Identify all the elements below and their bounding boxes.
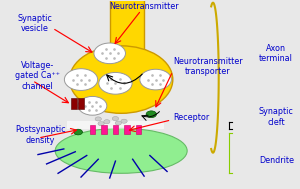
Circle shape — [115, 121, 122, 125]
Circle shape — [121, 119, 127, 123]
Text: Axon
terminal: Axon terminal — [259, 44, 293, 63]
Text: Neurotransmitter: Neurotransmitter — [109, 2, 179, 11]
Bar — [78, 98, 85, 109]
Bar — [136, 125, 141, 134]
Bar — [67, 121, 164, 129]
Bar — [110, 0, 144, 53]
Bar — [124, 125, 130, 134]
Circle shape — [95, 117, 101, 121]
Circle shape — [98, 122, 104, 126]
Bar — [90, 125, 95, 134]
Text: Synaptic
vesicle: Synaptic vesicle — [18, 14, 52, 33]
Circle shape — [94, 43, 125, 64]
Bar — [101, 125, 107, 134]
Bar — [112, 125, 118, 134]
Ellipse shape — [55, 128, 187, 173]
Bar — [71, 98, 77, 109]
Ellipse shape — [70, 46, 173, 113]
Circle shape — [64, 69, 98, 91]
Circle shape — [140, 69, 171, 90]
Text: Postsynaptic
density: Postsynaptic density — [15, 125, 66, 145]
Circle shape — [104, 120, 110, 124]
Circle shape — [74, 129, 82, 135]
Circle shape — [99, 72, 132, 94]
Text: Dendrite: Dendrite — [259, 156, 294, 165]
Text: Neurotransmitter
transporter: Neurotransmitter transporter — [173, 57, 242, 76]
Circle shape — [78, 96, 107, 115]
Circle shape — [112, 116, 119, 121]
Circle shape — [146, 111, 157, 118]
Text: Voltage-
gated Ca⁺⁺
channel: Voltage- gated Ca⁺⁺ channel — [15, 61, 60, 91]
Text: Synaptic
cleft: Synaptic cleft — [259, 107, 294, 127]
Text: Receptor: Receptor — [173, 113, 209, 122]
